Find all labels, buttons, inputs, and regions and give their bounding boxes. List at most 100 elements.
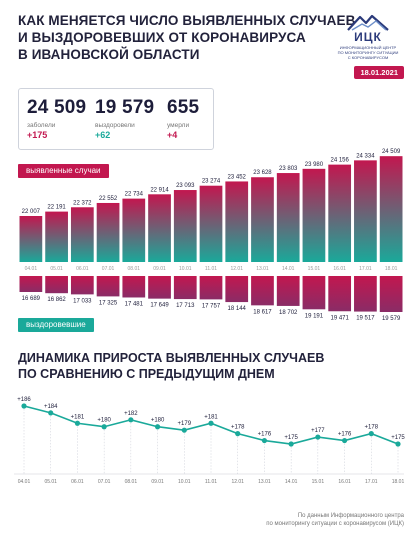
x-tick-label: 17.01 (365, 479, 378, 485)
x-tick-label: 17.01 (359, 266, 372, 272)
recovered-bar-label: 18 144 (228, 306, 247, 312)
stat-deaths-delta: +4 (167, 130, 178, 140)
recovered-bar (70, 276, 94, 295)
x-tick-label: 13.01 (256, 266, 269, 272)
recovered-bar-label: 17 713 (176, 303, 195, 309)
recovered-bar-label: 19 191 (305, 313, 324, 319)
cases-bar-label: 23 274 (202, 179, 221, 185)
cases-bar (45, 211, 68, 262)
growth-point (315, 434, 321, 440)
stat-cases-delta: +175 (27, 130, 48, 140)
cases-bar-label: 24 509 (382, 149, 401, 155)
growth-point-label: +177 (311, 428, 325, 434)
cases-bar-label: 23 803 (279, 166, 298, 172)
recovered-bar (354, 276, 377, 312)
cases-bar (251, 177, 274, 262)
growth-point (368, 431, 374, 437)
x-tick-label: 06.01 (71, 479, 84, 485)
growth-point-label: +176 (338, 432, 352, 438)
recovered-series-label: выздоровевшие (18, 318, 94, 332)
cases-bar (96, 202, 120, 262)
cases-bar (122, 198, 146, 262)
recovered-bar-label: 16 689 (22, 296, 41, 302)
cases-bar (19, 216, 43, 262)
cases-series-label: выявленные случаи (18, 164, 109, 178)
x-tick-label: 08.01 (125, 479, 138, 485)
page-title: КАК МЕНЯЕТСЯ ЧИСЛО ВЫЯВЛЕННЫХ СЛУЧАЕВ И … (18, 12, 356, 63)
section2-title-line-1: ДИНАМИКА ПРИРОСТА ВЫЯВЛЕННЫХ СЛУЧАЕВ (18, 351, 325, 365)
logo-name: ИЦК (354, 30, 382, 44)
x-tick-label: 05.01 (44, 479, 57, 485)
cases-bar-label: 24 156 (330, 158, 349, 164)
x-tick-label: 07.01 (98, 479, 111, 485)
stat-deaths-label: умерли (167, 122, 190, 129)
growth-point (128, 417, 134, 423)
x-tick-label: 13.01 (258, 479, 271, 485)
x-tick-label: 05.01 (50, 266, 63, 272)
growth-point-label: +180 (97, 418, 111, 424)
recovered-bar (379, 276, 403, 312)
growth-point (21, 403, 27, 409)
x-tick-label: 04.01 (25, 266, 38, 272)
recovered-bar-label: 19 579 (382, 316, 401, 322)
recovered-bar (302, 276, 326, 310)
growth-point-label: +180 (151, 418, 165, 424)
cases-bar-label: 23 980 (305, 162, 324, 168)
recovered-bar (276, 276, 300, 306)
growth-point (208, 420, 214, 426)
source-line-2: по мониторингу ситуации с коронавирусом … (266, 521, 404, 527)
section2-title-line-2: ПО СРАВНЕНИЮ С ПРЕДЫДУЩИМ ДНЕМ (18, 367, 275, 381)
title-line-1: КАК МЕНЯЕТСЯ ЧИСЛО ВЫЯВЛЕННЫХ СЛУЧАЕВ (18, 13, 356, 28)
cases-bar (379, 156, 403, 262)
recovered-bar (173, 276, 197, 300)
recovered-bar-label: 18 617 (253, 309, 272, 315)
stat-deaths-value: 655 (167, 97, 200, 118)
recovered-bar-label: 17 649 (150, 303, 169, 309)
logo-sub-line-1: ИНФОРМАЦИОННЫЙ ЦЕНТР (339, 45, 397, 50)
growth-point-label: +176 (258, 432, 272, 438)
x-tick-label: 11.01 (205, 266, 217, 272)
recovered-bar (45, 276, 68, 294)
date-badge: 18.01.2021 (354, 66, 404, 79)
x-tick-label: 10.01 (179, 266, 192, 272)
recovered-bar (225, 276, 249, 303)
growth-point (288, 441, 294, 447)
title-line-3: В ИВАНОВСКОЙ ОБЛАСТИ (18, 47, 200, 62)
x-tick-label: 09.01 (151, 479, 164, 485)
x-tick-label: 12.01 (231, 479, 244, 485)
cases-bar (199, 185, 223, 262)
x-tick-label: 08.01 (128, 266, 141, 272)
cases-bar (328, 164, 352, 262)
x-tick-label: 09.01 (153, 266, 166, 272)
stat-recovered-value: 19 579 (95, 97, 155, 118)
stat-cases-value: 24 509 (27, 97, 87, 118)
x-tick-label: 18.01 (385, 266, 398, 272)
recovered-bar (251, 276, 274, 306)
recovered-bar (19, 276, 43, 292)
growth-point-label: +182 (124, 411, 138, 417)
source-line-1: По данным Информационного центра (297, 513, 404, 519)
cases-bar (276, 173, 300, 262)
stat-cases-label: заболели (27, 122, 56, 129)
stat-recovered-label: выздоровели (95, 122, 135, 129)
x-tick-label: 06.01 (76, 266, 89, 272)
recovered-bar (148, 276, 171, 299)
stat-cases: 24 509 заболели +175 (27, 97, 86, 140)
cases-bar-label: 22 734 (125, 192, 144, 198)
recovered-bar (96, 276, 120, 297)
growth-point-label: +186 (17, 397, 31, 403)
cases-bar (70, 207, 94, 262)
x-tick-label: 16.01 (338, 479, 351, 485)
growth-point-label: +179 (178, 421, 192, 427)
recovered-bar (199, 276, 223, 300)
logo-sub-line-2: ПО МОНИТОРИНГУ СИТУАЦИИ (337, 50, 399, 55)
growth-point (261, 437, 268, 444)
cases-bar (148, 194, 171, 262)
recovered-bar-label: 16 862 (47, 297, 66, 303)
growth-point (74, 420, 81, 426)
x-tick-label: 14.01 (282, 266, 295, 272)
recovered-bar (328, 276, 352, 312)
cases-bar (173, 190, 197, 262)
title-line-2: И ВЫЗДОРОВЕВШИХ ОТ КОРОНАВИРУСА (18, 30, 306, 45)
x-tick-label: 10.01 (178, 479, 191, 485)
